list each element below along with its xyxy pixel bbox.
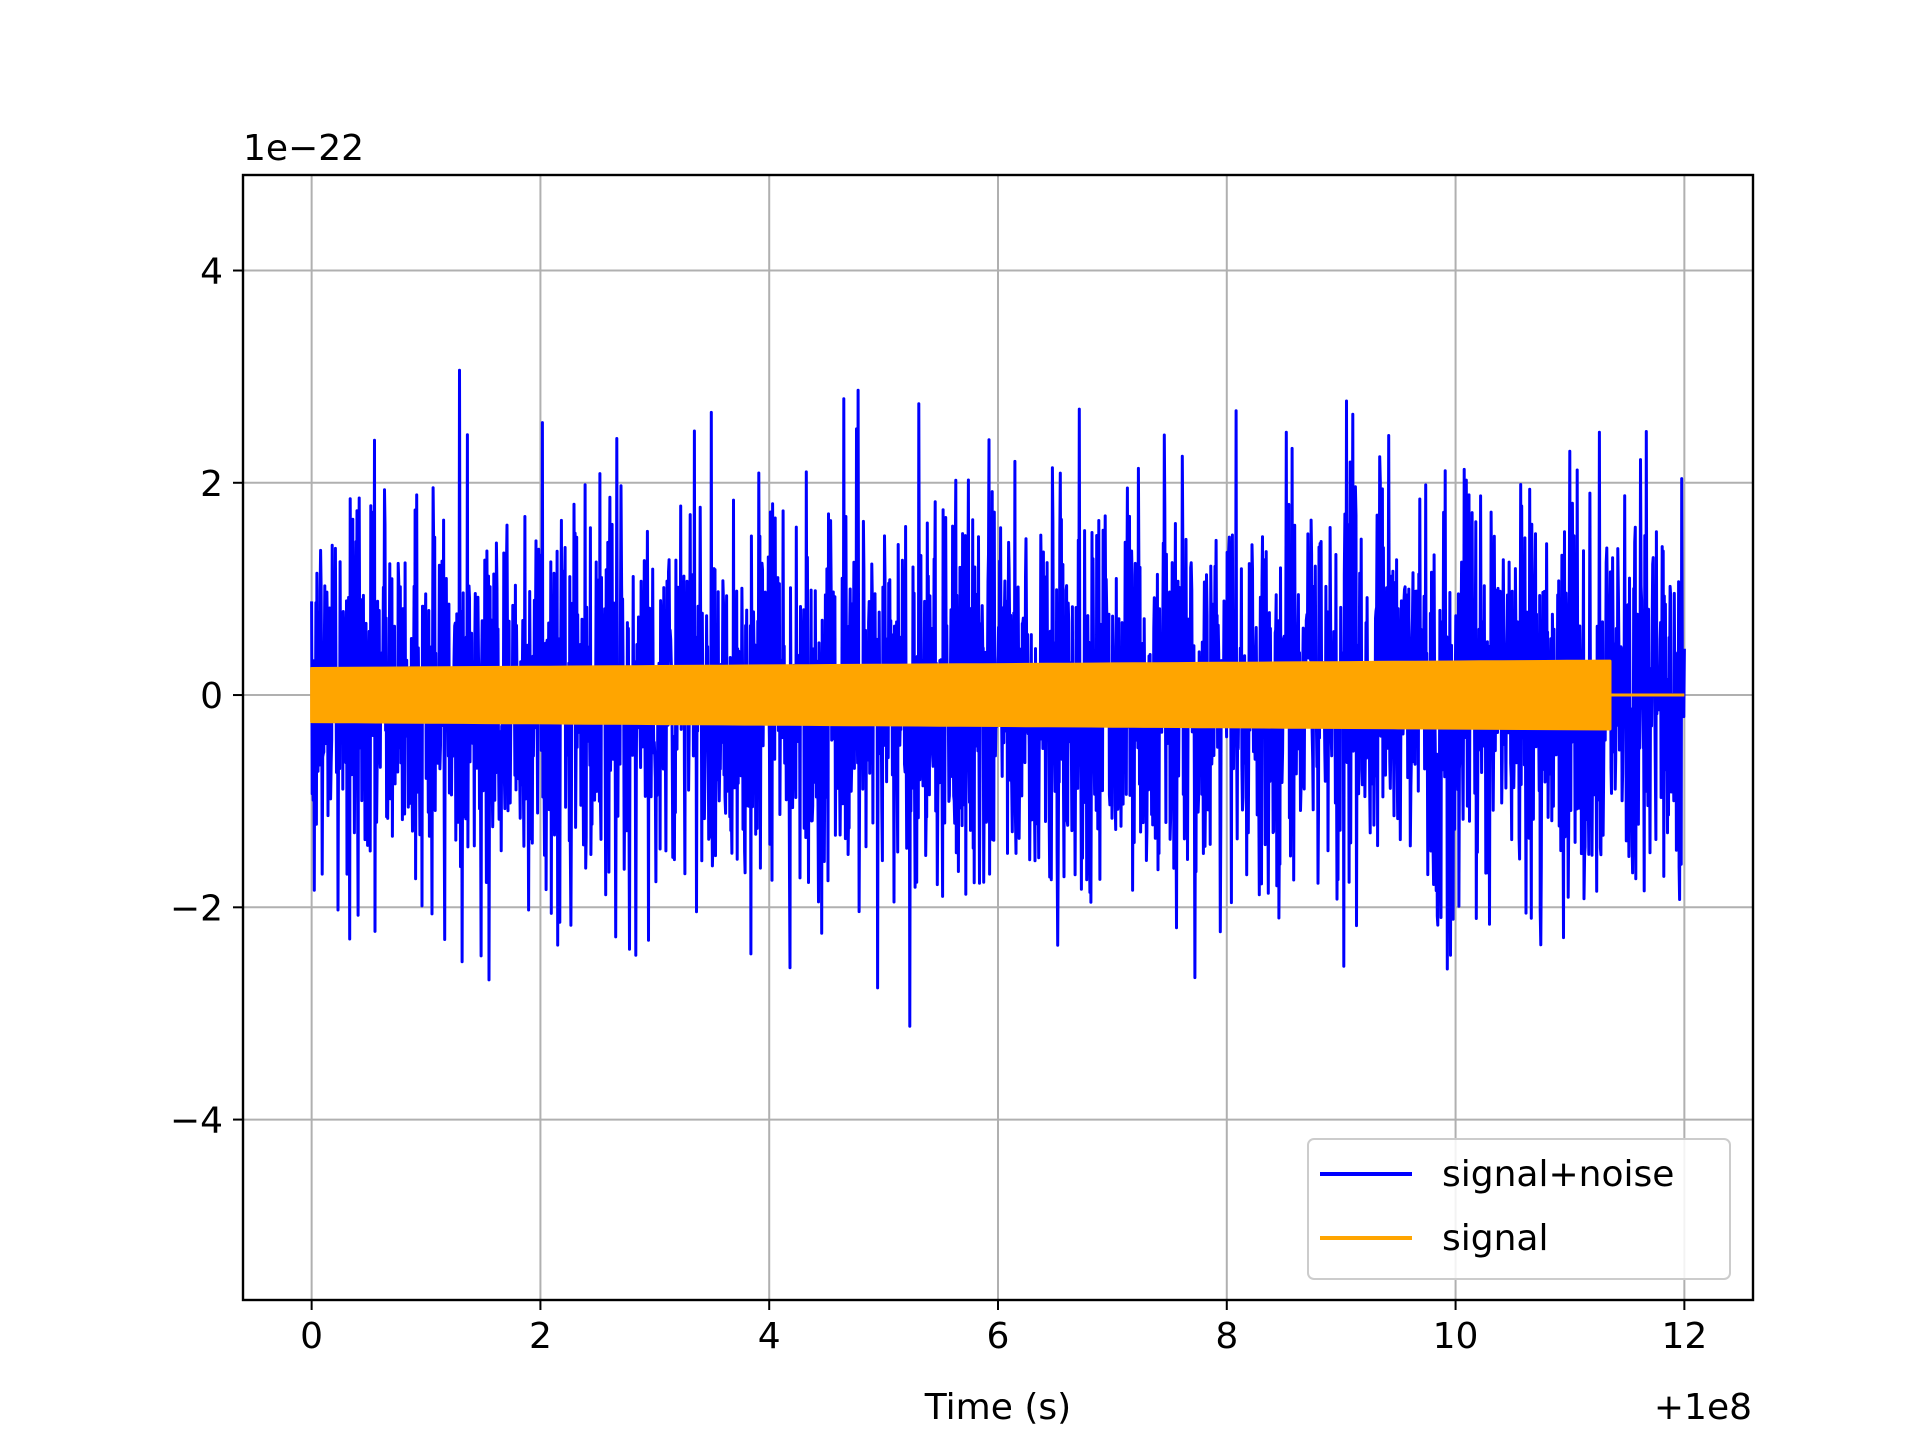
y-tick-label: 0 [200,676,223,717]
x-tick-label: 8 [1215,1316,1238,1357]
x-tick-label: 0 [300,1316,323,1357]
legend-label-signal: signal [1442,1218,1549,1259]
x-tick-label: 4 [758,1316,781,1357]
x-axis-label: Time (s) [924,1387,1071,1428]
x-tick-label: 2 [529,1316,552,1357]
series-line-signal-noise [310,368,1686,1028]
y-tick-label: −4 [170,1101,223,1142]
series-signal [310,659,1685,731]
x-offset-label: +1e8 [1654,1387,1752,1428]
y-tick-label: 2 [200,464,223,505]
series-signal-noise [310,368,1686,1028]
legend-box [1307,1138,1731,1280]
x-tick-label: 6 [987,1316,1010,1357]
y-tick-label: 4 [200,252,223,293]
series-line-signal [310,659,1612,731]
y-axis-ticks: −4 −2 0 2 4 [170,252,243,1142]
y-scale-label: 1e−22 [243,128,364,169]
x-tick-label: 10 [1433,1316,1479,1357]
legend-label-signal-noise: signal+noise [1442,1154,1674,1195]
legend: signal+noise signal [1307,1138,1731,1280]
x-tick-label: 12 [1661,1316,1707,1357]
y-tick-label: −2 [170,888,223,929]
x-axis-ticks: 0 2 4 6 8 10 12 [300,1300,1707,1357]
